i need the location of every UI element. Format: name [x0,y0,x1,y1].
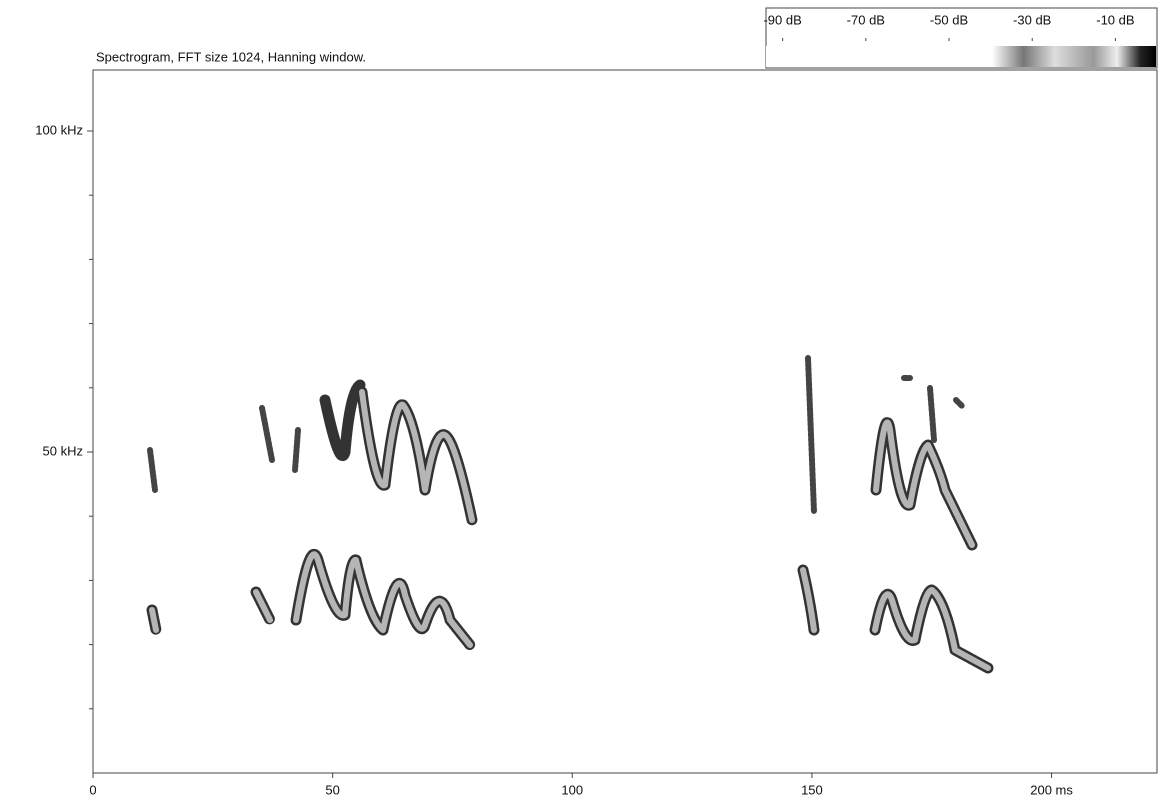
plot-area [92,69,1158,774]
colorbar-tick-label: -70 dB [847,12,885,27]
x-tick-label: 100 [561,782,583,797]
trace-dark [147,355,965,515]
colorbar-tick-label: -90 dB [763,12,801,27]
x-tick-label: 0 [89,782,96,797]
x-tick-label: 200 ms [1030,782,1073,797]
colorbar-tick-label: -10 dB [1096,12,1134,27]
x-tick-label: 150 [801,782,823,797]
x-tick-label: 50 [325,782,339,797]
trace-fill [149,389,991,671]
y-tick-label: 50 kHz [43,443,83,458]
colorbar-tick-label: -30 dB [1013,12,1051,27]
chart-title: Spectrogram, FFT size 1024, Hanning wind… [96,49,366,64]
colorbar [766,46,1156,67]
y-tick-label: 100 kHz [35,122,83,137]
colorbar-tick-label: -50 dB [930,12,968,27]
spectrogram-traces [146,355,994,674]
